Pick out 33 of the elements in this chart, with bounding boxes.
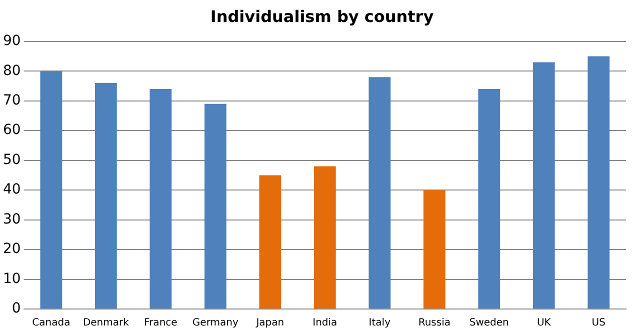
bar (94, 83, 117, 308)
bar (204, 104, 226, 308)
x-tick-label: UK (536, 318, 552, 329)
x-tick-label: Russia (418, 318, 450, 329)
y-tick-label: 10 (2, 270, 21, 287)
y-tick-label: 70 (2, 92, 21, 109)
x-tick-label: Sweden (469, 318, 509, 329)
x-tick-label: India (312, 318, 338, 329)
x-tick-label: Italy (368, 318, 391, 329)
bar (532, 62, 555, 308)
x-tick-label: Denmark (82, 318, 130, 329)
x-tick-label: Germany (192, 318, 238, 329)
y-tick-label: 40 (2, 182, 21, 198)
bar (314, 166, 336, 308)
y-tick-label: 60 (2, 122, 21, 138)
y-tick-label: 30 (2, 211, 21, 228)
y-tick-label: 20 (2, 241, 21, 258)
bar (478, 88, 500, 308)
bar (423, 190, 446, 308)
y-tick-label: 50 (2, 152, 21, 168)
bar (150, 88, 172, 308)
y-tick-label: 90 (2, 33, 21, 50)
y-tick-label: 80 (2, 62, 21, 79)
bar (588, 56, 610, 308)
chart-title: Individualism by country (209, 6, 435, 28)
x-tick-label: Japan (255, 318, 284, 329)
y-tick-label: 0 (12, 300, 21, 317)
x-tick-label: Canada (32, 318, 70, 329)
bar (368, 77, 391, 308)
x-tick-label: US (592, 318, 606, 329)
bar (40, 71, 62, 308)
bar (259, 175, 282, 308)
x-tick-label: France (144, 318, 178, 329)
